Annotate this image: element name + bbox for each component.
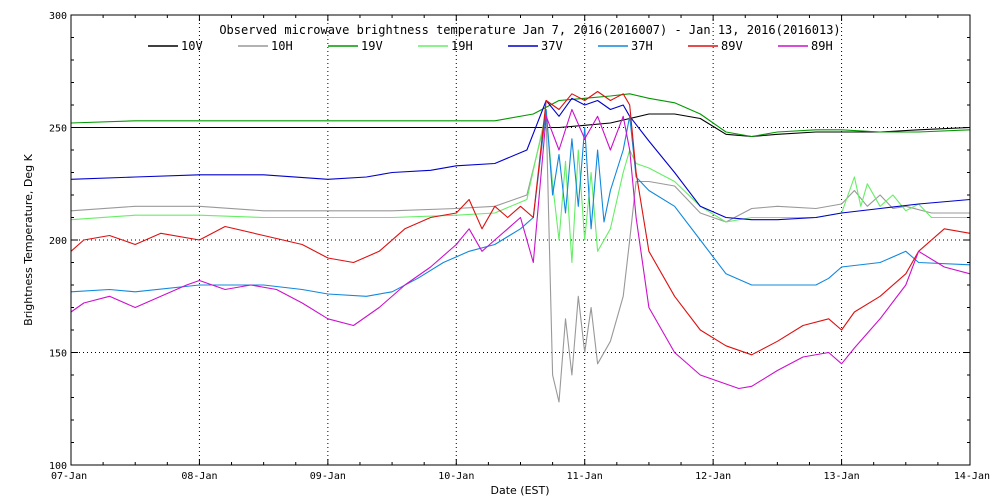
x-tick-label: 09-Jan [310,471,346,482]
x-tick-label: 08-Jan [181,471,217,482]
legend-label: 37H [631,39,653,53]
legend-label: 10H [271,39,293,53]
x-tick-label: 13-Jan [824,471,860,482]
x-tick-label: 12-Jan [695,471,731,482]
series-line-19h [70,111,970,264]
series-layer [70,90,971,403]
y-tick-label: 200 [49,236,67,247]
series-line-10v [71,113,971,138]
y-tick-label: 250 [49,124,67,135]
y-tick-label: 100 [49,461,67,472]
x-tick-label: 14-Jan [954,471,990,482]
legend-label: 10V [181,39,203,53]
legend-label: 89V [721,39,743,53]
legend-label: 19H [451,39,473,53]
series-line-37h [70,108,971,297]
y-tick-label: 150 [49,349,67,360]
series-line-89h [70,108,971,390]
x-axis-label: Date (EST) [490,484,549,497]
x-tick-label: 11-Jan [567,471,603,482]
legend-label: 89H [811,39,833,53]
y-axis-label: Brightness Temperature, Deg K [22,153,35,325]
series-line-10h [70,115,970,403]
series-line-37v [70,97,971,221]
x-tick-label: 10-Jan [438,471,474,482]
tick-layer: 07-Jan 08-Jan 09-Jan 10-Jan 11-Jan 12-Jan 13-J… [49,11,990,482]
y-tick-label: 300 [49,11,67,22]
x-tick-label: 07-Jan [51,471,87,482]
chart-title: Observed microwave brightness temperatur… [219,23,840,37]
series-line-89v [70,90,971,356]
legend-label: 19V [361,39,383,53]
legend: 10V 10H 19V 19H 37V 37H 89V 89H [148,39,833,53]
legend-label: 37V [541,39,563,53]
